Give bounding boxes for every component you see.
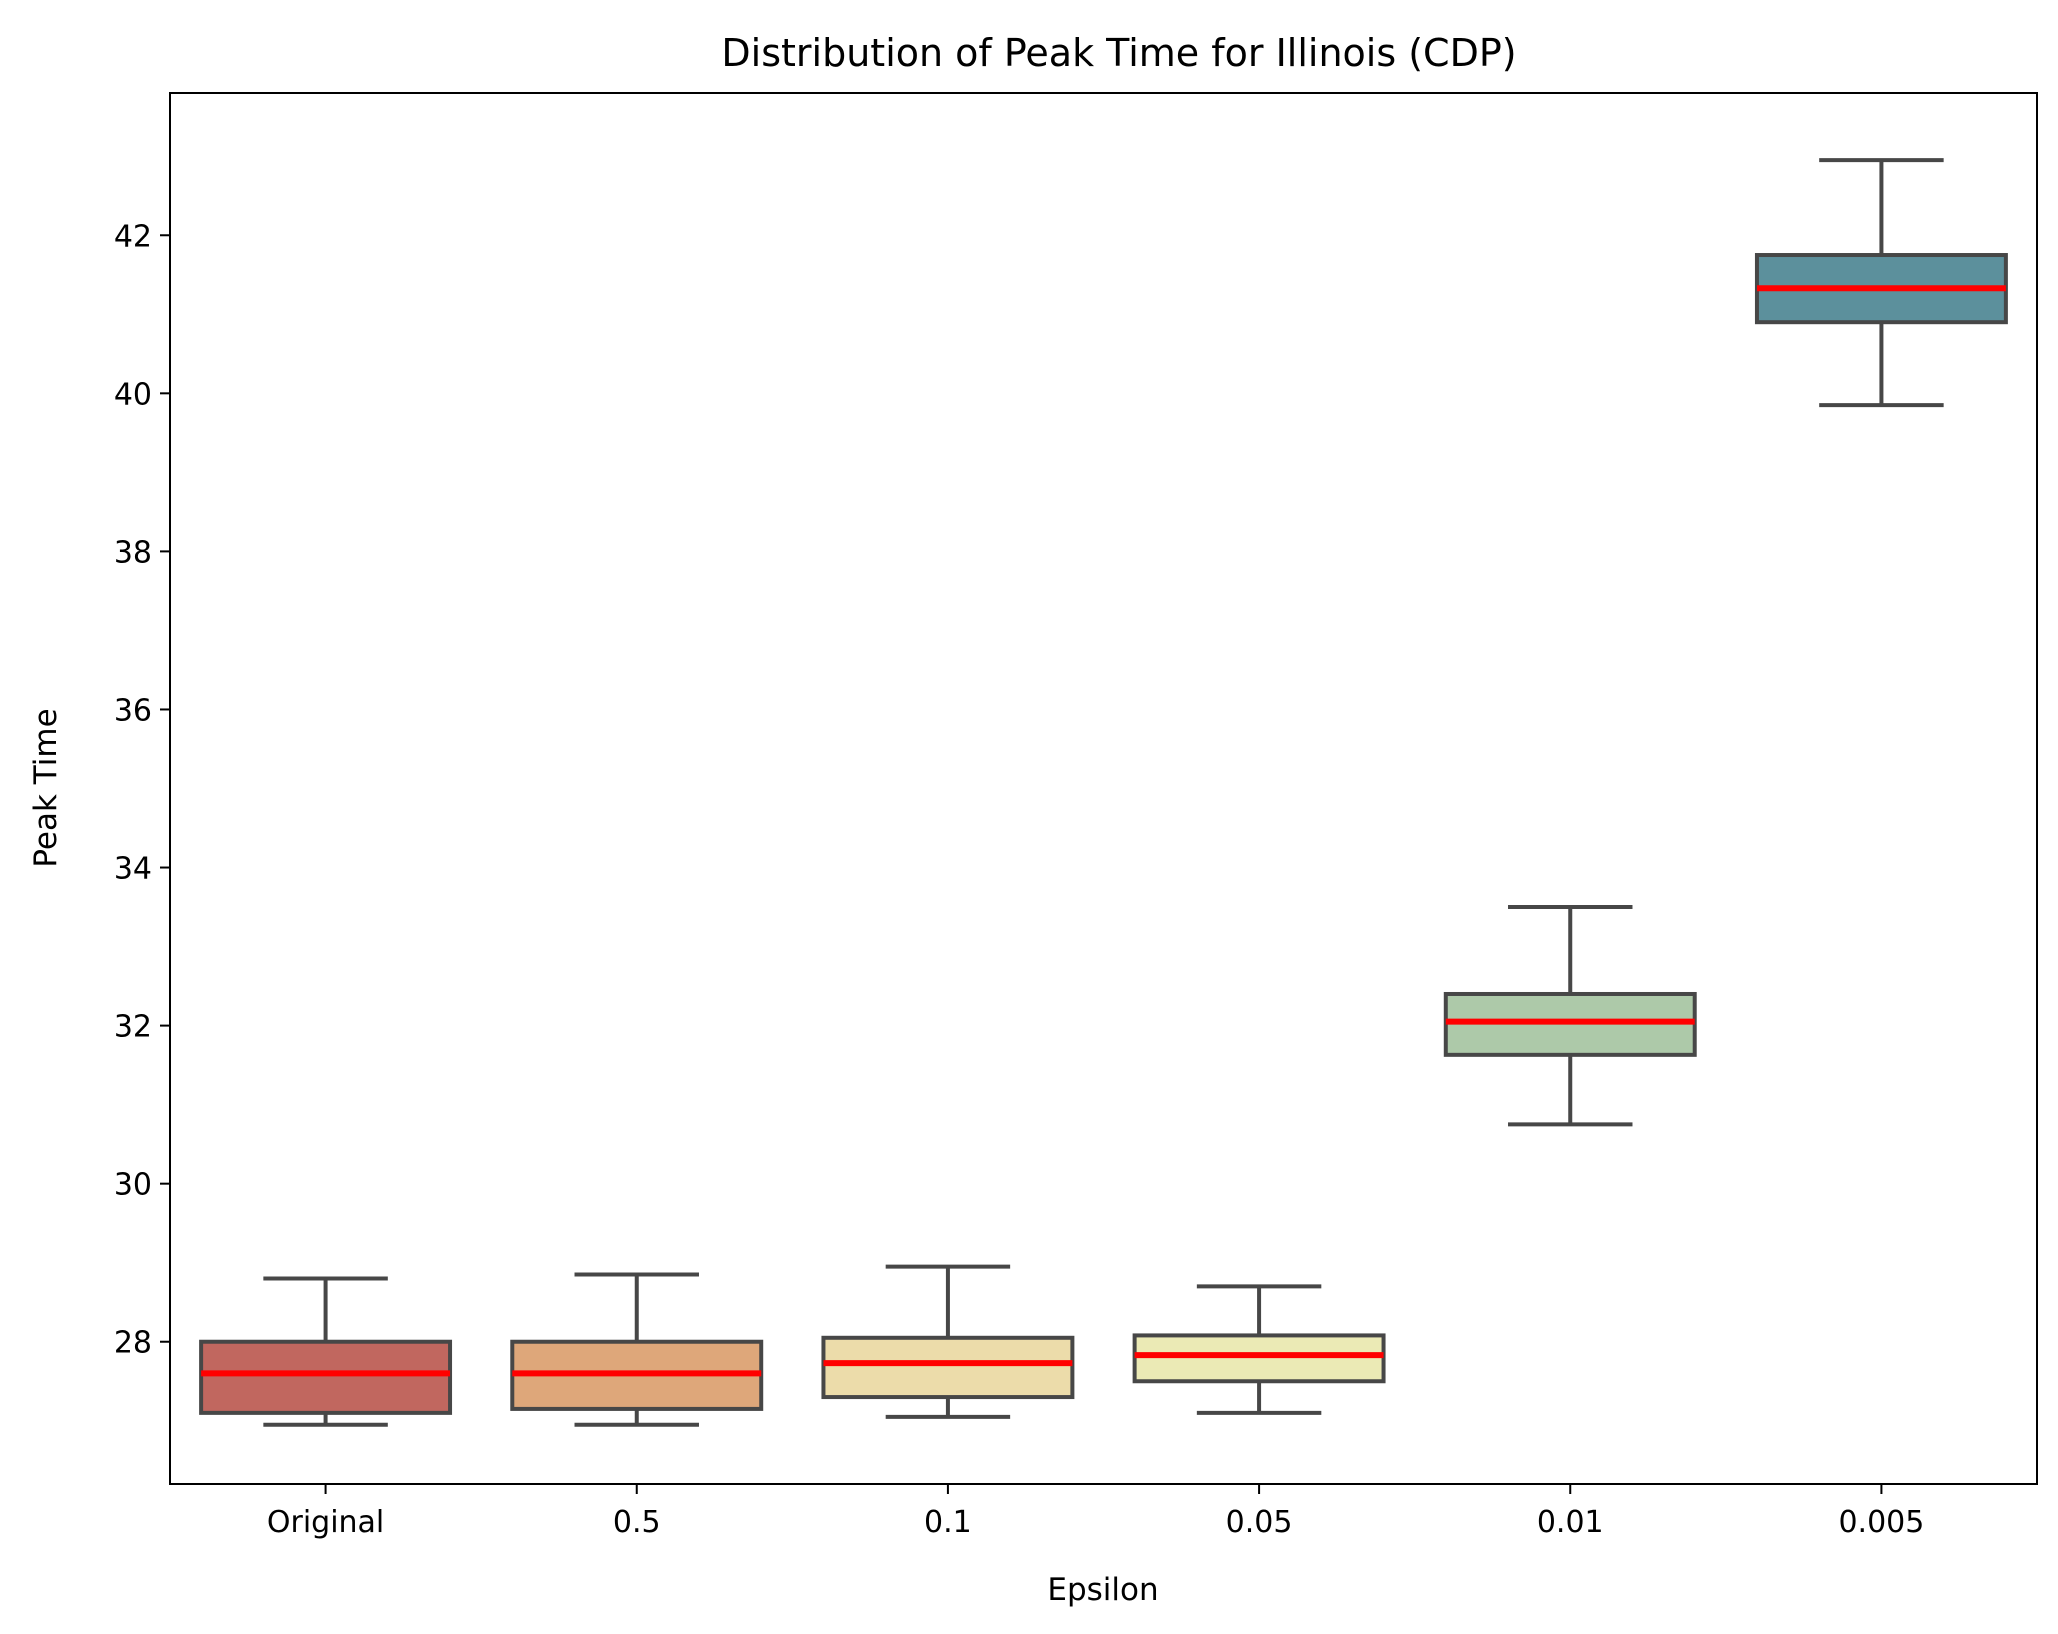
box-group-3	[1132, 1284, 1386, 1415]
y-axis-label: Peak Time	[28, 708, 64, 867]
x-tick-label: 0.01	[1537, 1505, 1604, 1540]
y-tick-label: 34	[114, 852, 152, 887]
box-group-1	[510, 1272, 764, 1427]
box-group-5	[1754, 158, 2008, 408]
y-tick-label: 42	[114, 219, 152, 254]
y-tick-label: 32	[114, 1010, 152, 1045]
box-iqr	[1132, 1333, 1386, 1384]
y-tick-label: 30	[114, 1168, 152, 1203]
x-tick-label: 0.005	[1838, 1505, 1924, 1540]
box-iqr	[199, 1339, 453, 1415]
plot-area-frame	[169, 92, 2038, 1485]
x-tick-label: 0.5	[613, 1505, 661, 1540]
box-group-4	[1443, 905, 1697, 1127]
chart-title: Distribution of Peak Time for Illinois (…	[721, 31, 1516, 75]
x-tick-label: Original	[267, 1505, 384, 1540]
y-tick-label: 40	[114, 377, 152, 412]
box-group-0	[199, 1276, 453, 1427]
boxes-layer	[199, 158, 2008, 1427]
x-tick-label: 0.05	[1226, 1505, 1293, 1540]
y-tick-label: 38	[114, 535, 152, 570]
y-tick-label: 28	[114, 1326, 152, 1361]
ticks-layer: Original 0.5 0.1 0.05 0.01 0.005 28 30 32 34 36 38 4…	[114, 219, 1925, 1540]
x-axis-label: Epsilon	[1047, 1572, 1158, 1608]
x-tick-label: 0.1	[924, 1505, 972, 1540]
box-group-2	[821, 1264, 1075, 1419]
y-tick-label: 36	[114, 693, 152, 728]
box-iqr	[821, 1335, 1075, 1400]
